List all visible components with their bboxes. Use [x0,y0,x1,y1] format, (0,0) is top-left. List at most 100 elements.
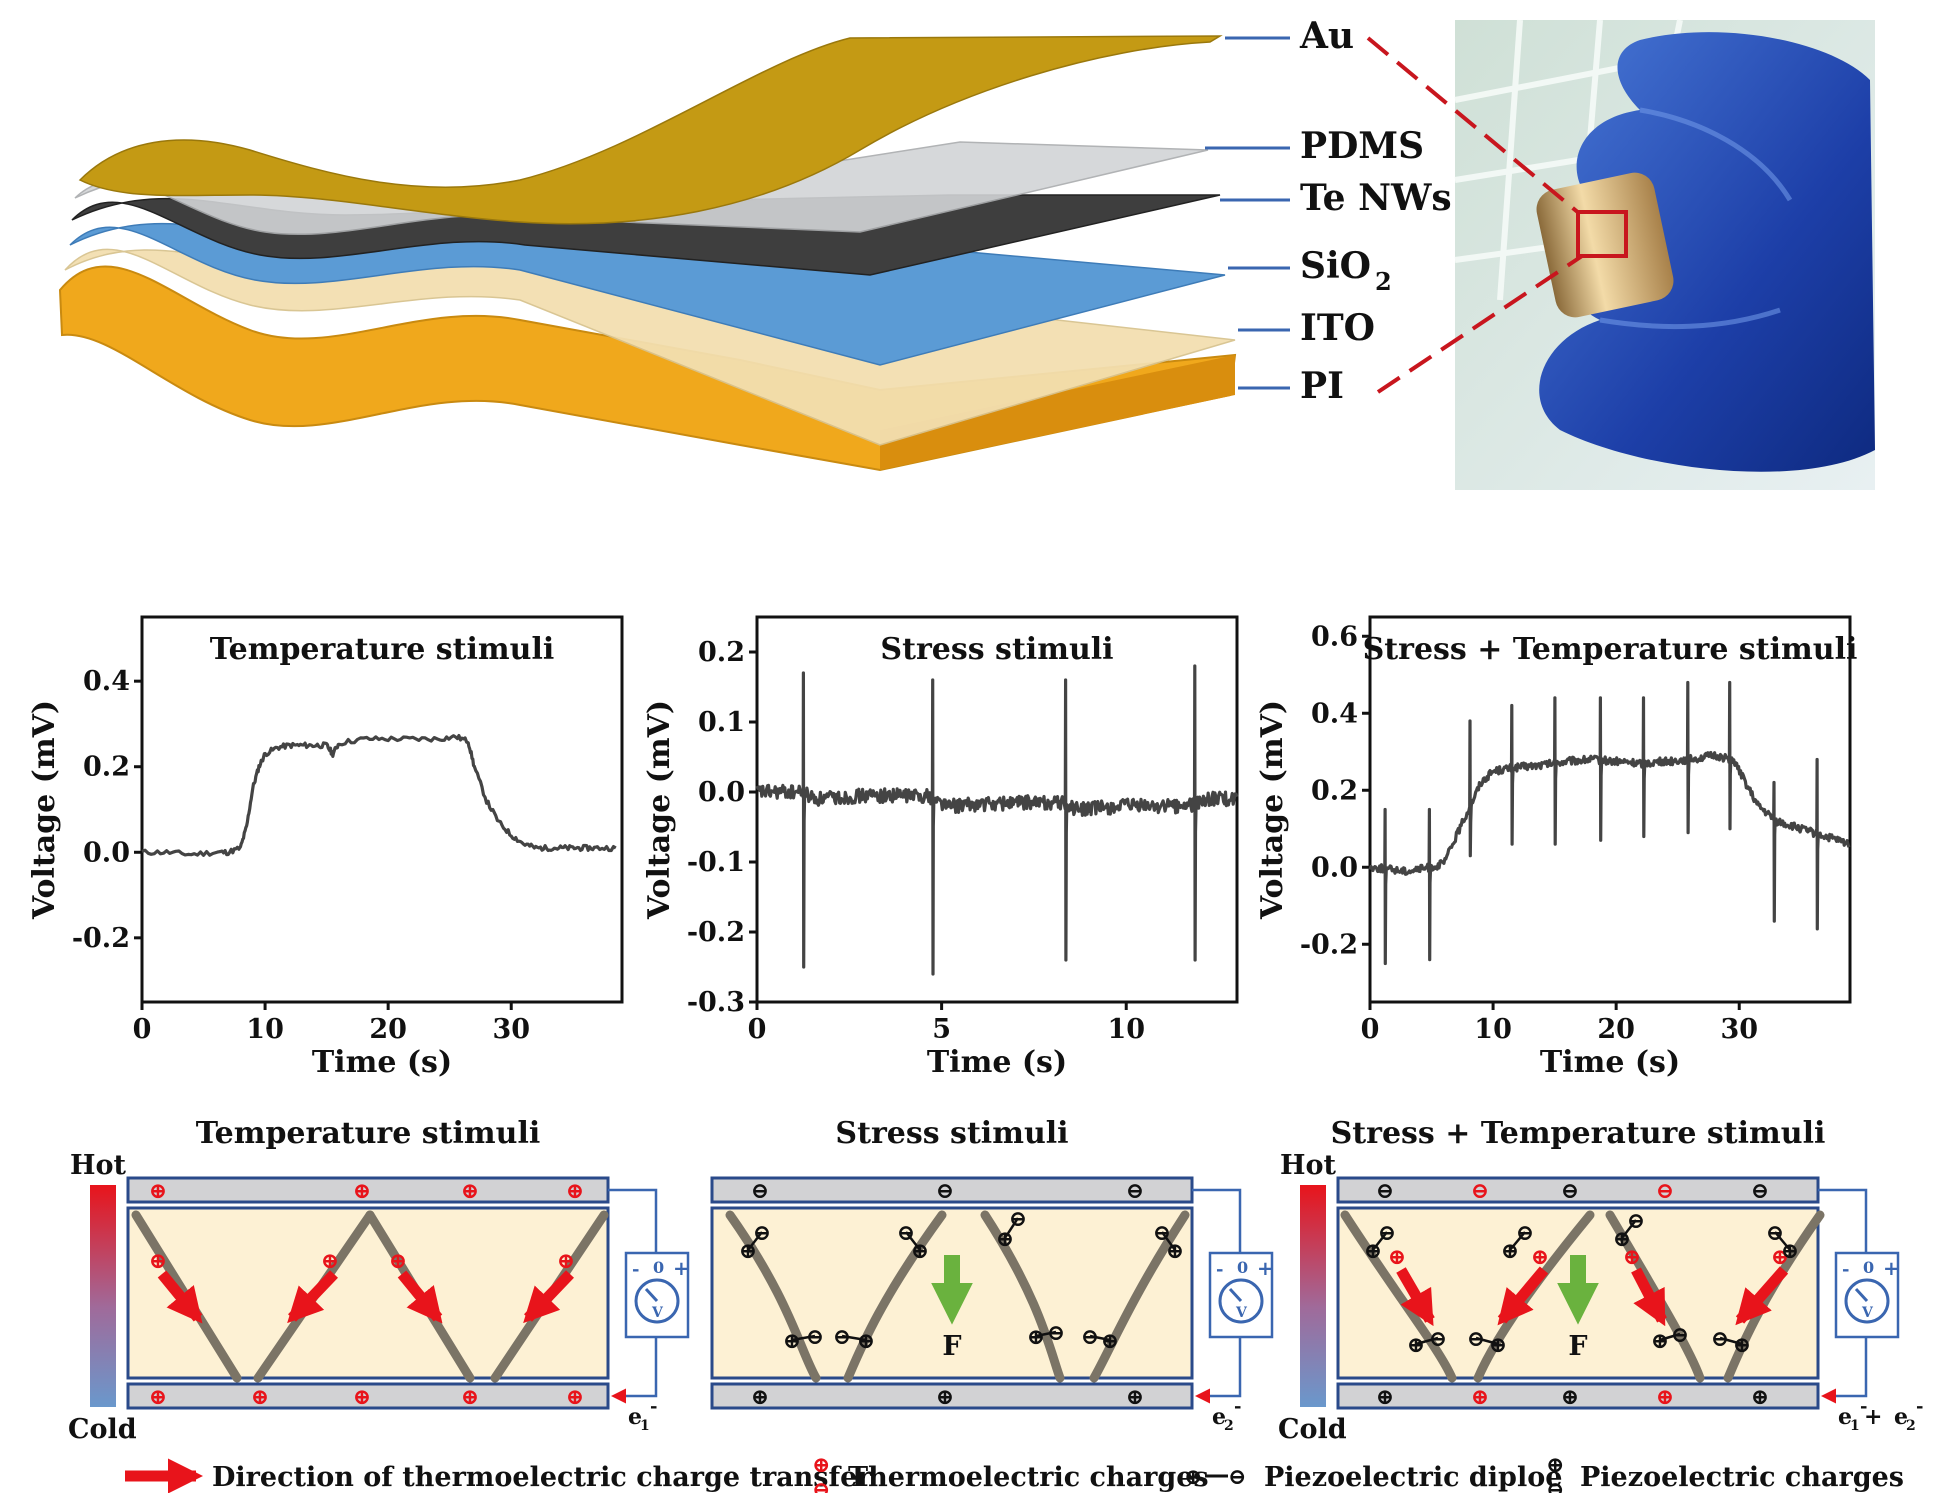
legend-thermo-plus-icon: ⊕ [812,1452,830,1478]
nanowire [725,1210,821,1383]
glove [1539,32,1875,472]
voltmeter-zero: 0 [653,1258,664,1277]
dipole-bar [1475,1336,1499,1346]
schematic-stress: Stress stimuli⊖ ⊖ ⊖⊕ ⊕ ⊕⊕⊖⊕⊖ ⊕⊖⊕⊖⊕ ⊖ ⊕⊖ ⊕ ⊖ ⊕⊖F- 0 +… [710,1116,1274,1434]
dipole-bar [1509,1231,1526,1251]
dipole-bar [1621,1219,1637,1239]
dipole-bar [1659,1332,1681,1342]
legend-thermo-minus-icon: ⊖ [812,1477,830,1493]
legend-thermo-direction: Direction of thermoelectric charge trans… [212,1462,872,1493]
hot-label: Hot [70,1150,127,1181]
electrode-charge-icon: ⊕ [751,1384,769,1410]
dipole-plus-icon: ⊕ [783,1328,801,1354]
layer-labels: Au PDMS Te NWs SiO 2 ITO PI [1205,15,1452,407]
label-te: Te NWs [1300,177,1452,219]
nanowire [980,1210,1065,1383]
voltmeter-minus: - [632,1259,639,1280]
force-label: F [942,1331,961,1362]
thermo-transfer-arrow [1631,1267,1667,1327]
electrode-charge-icon: ⊖ [1376,1178,1394,1204]
thermo-charge-icon: ⊕ [1388,1244,1406,1270]
x-tick-label: 20 [369,1014,407,1045]
thermo-transfer-arrow [1396,1267,1435,1327]
zoom-box [1576,210,1628,258]
electrode-charge-icon: ⊖ [1751,1178,1769,1204]
device-tube [1536,172,1674,318]
electrode-charge-icon: ⊕ [461,1178,479,1204]
electron-label-2: e [1894,1404,1908,1430]
x-tick-label: 10 [246,1014,284,1045]
voltmeter-unit: V [1861,1305,1874,1321]
temperature-gradient-bar [1300,1185,1326,1407]
y-tick-label: -0.2 [687,917,745,948]
electron-subscript: 2 [1224,1418,1234,1434]
y-tick-label: -0.3 [687,987,745,1018]
plot-frame [140,615,624,1004]
electrode-charge-icon: ⊕ [353,1178,371,1204]
electrode-charge-icon: ⊕ [149,1384,167,1410]
voltmeter-needle [644,1287,659,1303]
nanowire [843,1210,947,1383]
dipole-plus-icon: ⊕ [1027,1324,1045,1350]
voltmeter-needle [1228,1287,1243,1303]
electrode-charge-icon: ⊕ [1471,1384,1489,1410]
schematic-title: Temperature stimuli [196,1116,541,1151]
x-tick-label: 0 [133,1014,152,1045]
bottom-electrode [710,1382,1194,1410]
force-label: F [1568,1331,1587,1362]
y-tick-label: 0.0 [1311,852,1358,883]
legend-piezo-charges: Piezoelectric charges [1580,1462,1904,1493]
legend-dipole-plus-icon: ⊕ [1184,1464,1202,1490]
x-tick-label: 10 [1107,1014,1145,1045]
circuit-wire-top [1818,1188,1868,1253]
y-tick-label: 0.2 [1311,775,1358,806]
chart-stress: Stress stimuli 0 5 10 -0.3 -0.2 -0.1 0.0 0.1 0.2 T… [642,615,1239,1080]
thermo-transfer-arrow [397,1270,443,1324]
electrode-charge-icon: ⊕ [1561,1384,1579,1410]
layer-au [78,35,1223,225]
electron-label: e [1212,1404,1226,1430]
electron-superscript-2: - [1916,1396,1923,1417]
legend-piezo-plus-icon: ⊕ [1546,1452,1564,1478]
y-axis-label: Voltage (mV) [27,700,62,920]
electrode-charge-icon: ⊕ [1376,1384,1394,1410]
thermo-charge-icon: ⊕ [557,1248,575,1274]
x-tick-label: 0 [1361,1014,1380,1045]
thermo-charge-icon: ⊕ [321,1248,339,1274]
dipole-plus-icon: ⊕ [1101,1328,1119,1354]
electrode-charge-icon: ⊖ [1561,1178,1579,1204]
thermo-transfer-arrow [157,1270,203,1324]
circuit-wire-top [608,1188,658,1253]
dipole-bar [1415,1336,1439,1346]
hot-label: Hot [1280,1150,1337,1181]
electrode-charge-icon: ⊕ [936,1384,954,1410]
voltmeter-unit: V [651,1305,664,1321]
dipole-bar [791,1334,816,1342]
dipole-bar [1774,1231,1791,1251]
thermo-transfer-arrow [1735,1266,1789,1326]
active-layer [126,1206,610,1380]
electron-subscript-2: 2 [1906,1418,1916,1434]
x-tick-label: 5 [932,1014,951,1045]
label-pdms: PDMS [1300,125,1424,167]
x-tick-label: 30 [1720,1014,1758,1045]
voltmeter-minus: - [1842,1259,1849,1280]
y-axis-label: Voltage (mV) [1255,700,1290,920]
label-sio2-subscript: 2 [1375,267,1392,296]
schematic-temperature: Temperature stimuli Hot Cold ⊕ ⊕ ⊕ ⊕ ⊕ ⊕ ⊕ ⊕ ⊕ ⊕ ⊕ ⊕ ⊕ -… [68,1116,690,1445]
y-tick-label: 0.4 [1311,698,1358,729]
y-tick-label: 0.1 [698,707,745,738]
schematic-title: Stress stimuli [835,1116,1068,1151]
x-tick-label: 20 [1597,1014,1635,1045]
electrode-charge-icon: ⊕ [1126,1384,1144,1410]
legend-thermo-charges: Thermoelectric charges [848,1462,1209,1493]
electrode-charge-icon: ⊖ [1471,1178,1489,1204]
y-tick-label: 0.2 [698,637,745,668]
thermo-charge-icon: ⊕ [1623,1244,1641,1270]
temperature-gradient-bar [90,1185,116,1407]
x-axis-label: Time (s) [312,1045,452,1080]
electron-superscript: - [650,1396,657,1417]
x-tick-label: 0 [748,1014,767,1045]
